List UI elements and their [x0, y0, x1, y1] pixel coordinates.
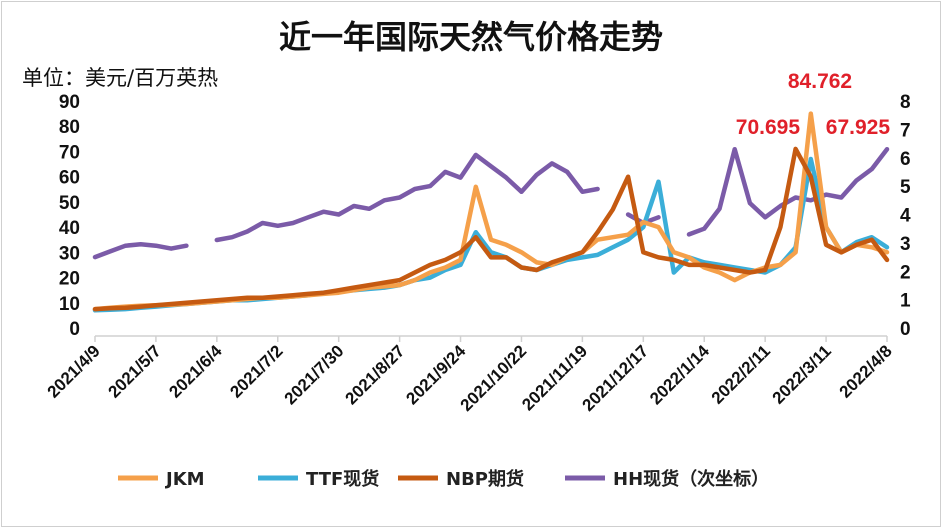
y-tick-label: 70: [59, 142, 80, 163]
y2-tick-label: 3: [900, 234, 911, 255]
chart-title: 近一年国际天然气价格走势: [278, 18, 663, 56]
y-tick-label: 0: [69, 319, 80, 340]
y2-tick-label: 8: [900, 92, 911, 113]
y-tick-label: 60: [59, 168, 80, 189]
y2-tick-label: 0: [900, 319, 911, 340]
data-label: 67.925: [826, 116, 891, 139]
y2-tick-label: 1: [900, 291, 911, 312]
y2-tick-label: 7: [900, 120, 911, 141]
x-tick-label: 2021/5/7: [105, 341, 165, 401]
data-label: 70.695: [736, 116, 801, 139]
legend-label: HH现货（次坐标）: [613, 468, 769, 490]
y-tick-label: 10: [59, 294, 80, 315]
x-tick-label: 2021/12/17: [579, 341, 653, 415]
x-tick-label: 2021/7/2: [226, 341, 286, 401]
y-tick-label: 50: [59, 193, 80, 214]
x-tick-label: 2022/4/8: [836, 341, 896, 401]
y2-tick-label: 2: [900, 262, 911, 283]
x-tick-label: 2021/10/22: [457, 341, 531, 415]
y-tick-label: 80: [59, 117, 80, 138]
y-axis-label: 单位：美元/百万英热: [22, 66, 219, 90]
x-tick-label: 2021/7/30: [281, 341, 348, 408]
series-line-HH现货（次坐标）: [92, 146, 890, 260]
x-tick-label: 2021/4/9: [44, 341, 104, 401]
x-tick-label: 2022/3/11: [769, 341, 835, 407]
series-line-NBP期货: [92, 146, 890, 312]
y-tick-label: 90: [59, 92, 80, 113]
legend-label: TTF现货: [306, 468, 379, 490]
legend-label: JKM: [164, 469, 205, 490]
y2-tick-label: 4: [900, 206, 911, 227]
y-tick-label: 20: [59, 269, 80, 290]
x-tick-label: 2021/8/27: [342, 341, 409, 408]
x-tick-label: 2022/1/14: [646, 341, 713, 408]
y2-tick-label: 6: [900, 149, 911, 170]
y-tick-label: 30: [59, 243, 80, 264]
x-tick-label: 2022/2/11: [708, 341, 774, 407]
y-tick-label: 40: [59, 218, 80, 239]
series-line-JKM: [92, 111, 890, 312]
legend-label: NBP期货: [446, 468, 524, 490]
x-tick-label: 2021/6/4: [165, 341, 226, 402]
data-label: 84.762: [788, 70, 852, 93]
y2-tick-label: 5: [900, 177, 911, 198]
